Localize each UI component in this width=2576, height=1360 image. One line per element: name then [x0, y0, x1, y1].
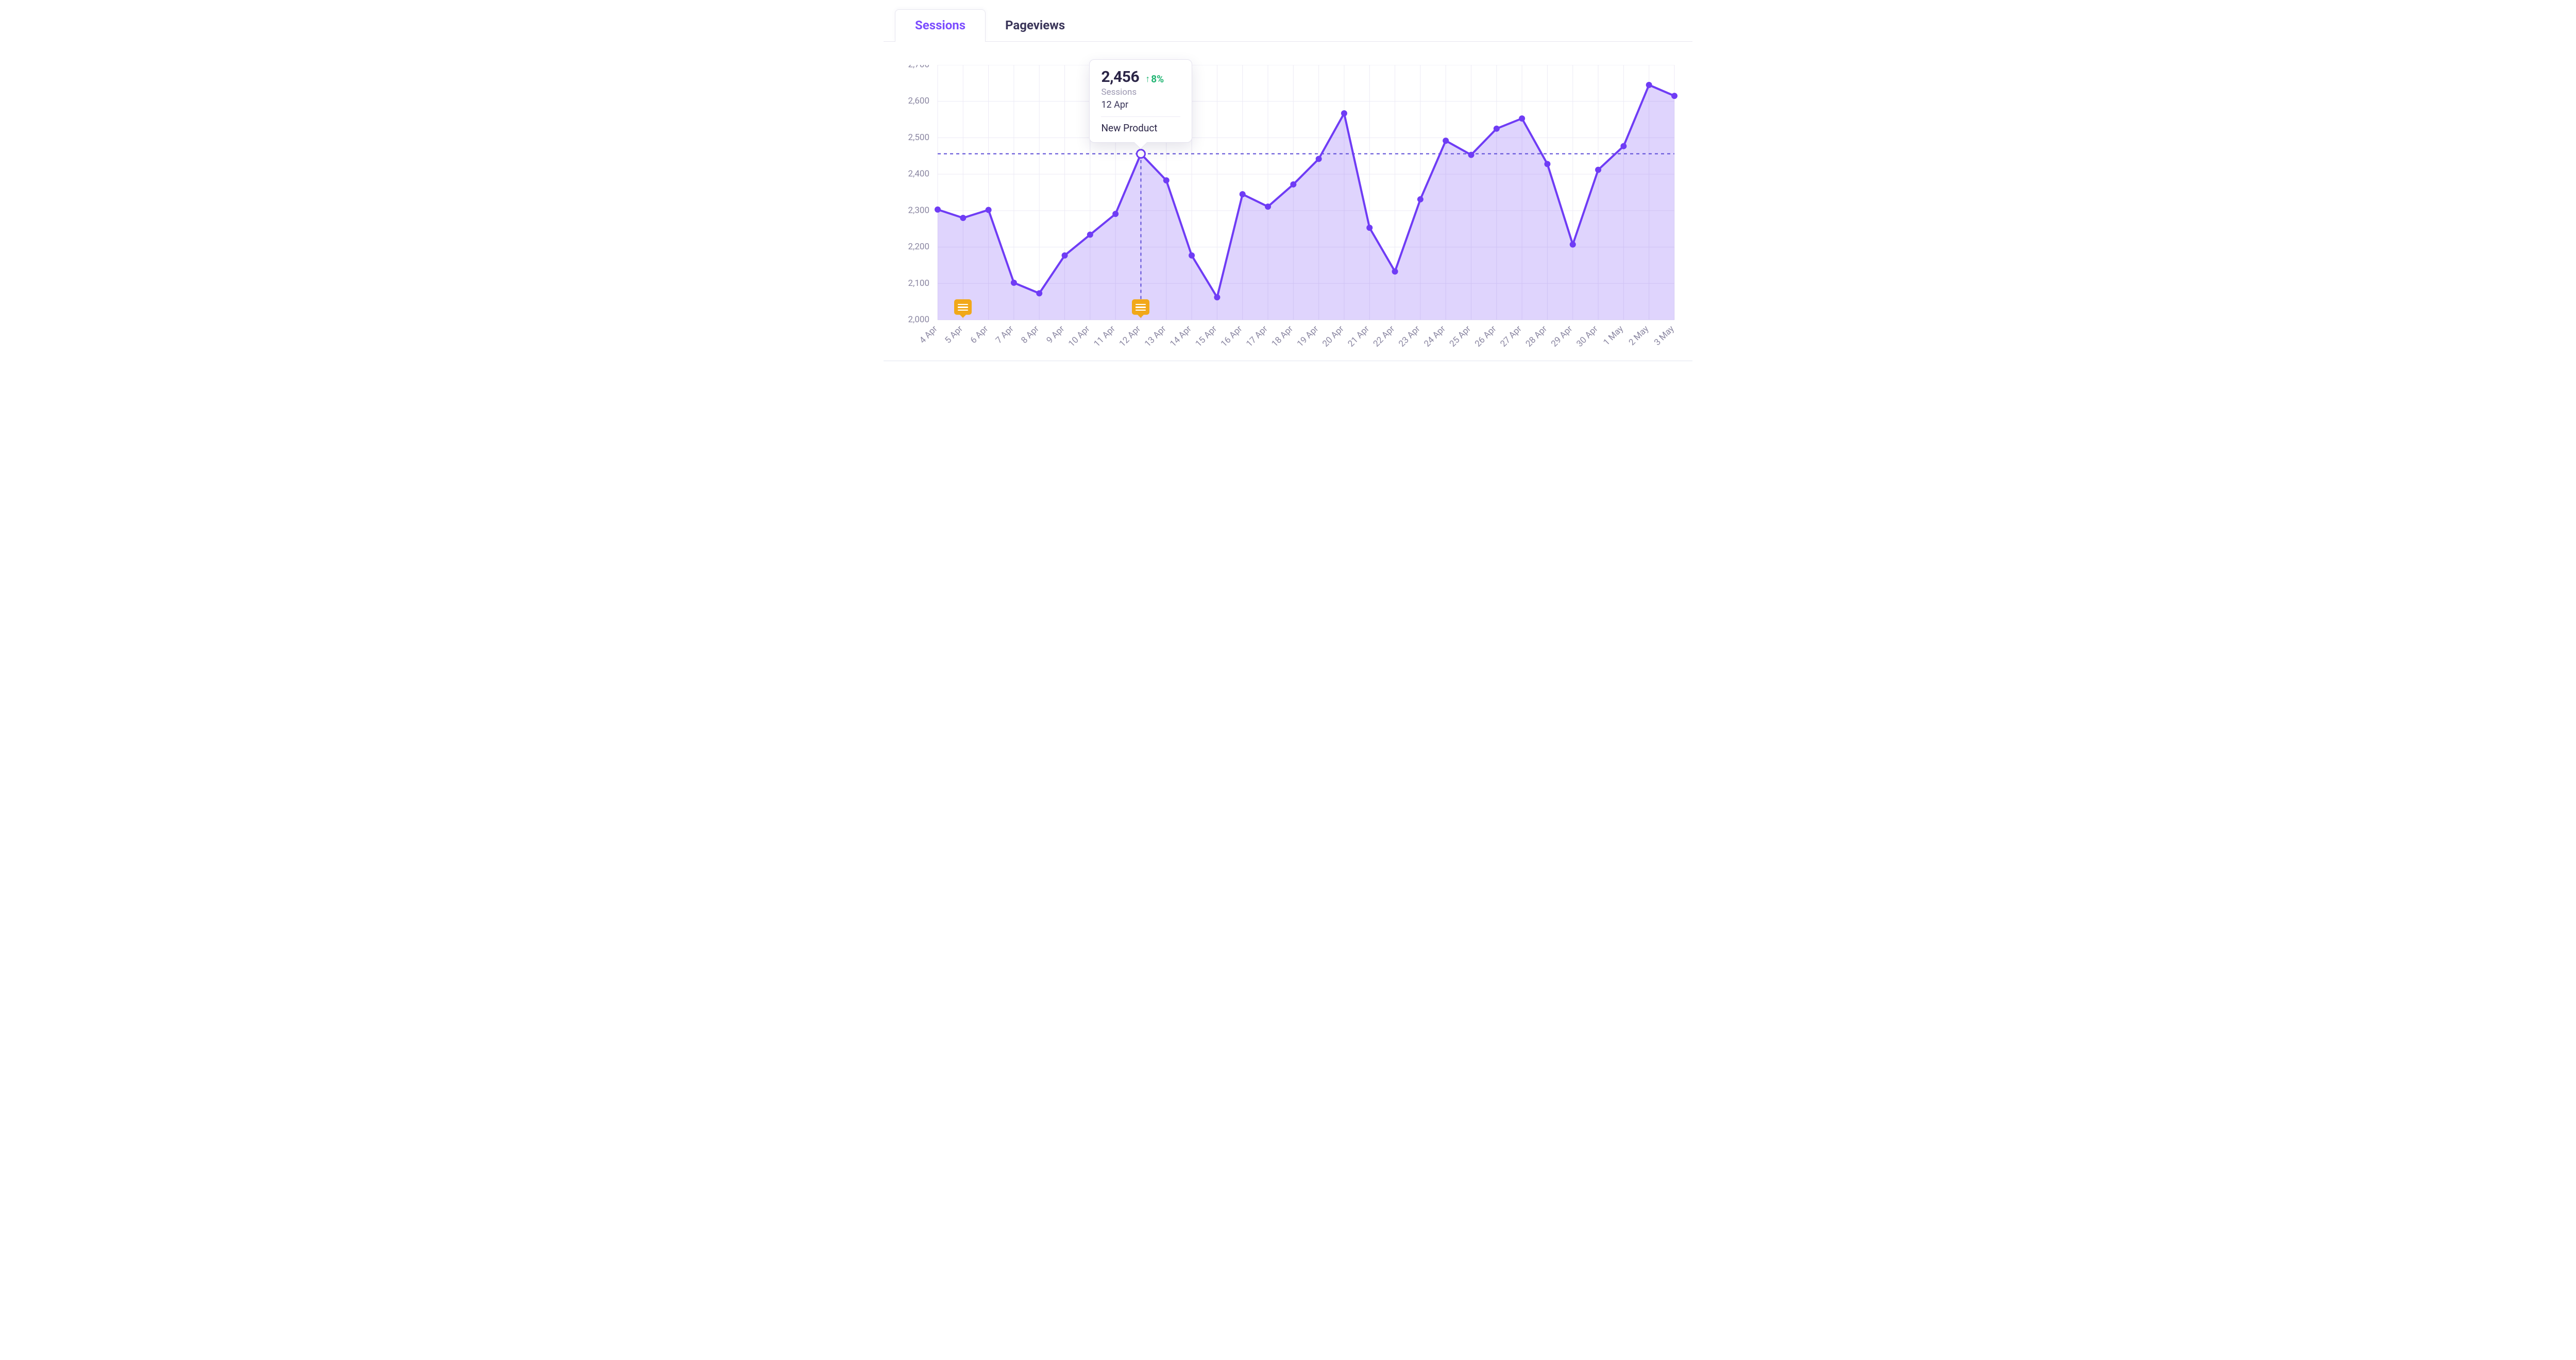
tooltip-date: 12 Apr [1101, 99, 1180, 110]
data-point[interactable] [1646, 82, 1652, 88]
x-axis-label: 3 May [1652, 324, 1676, 348]
tooltip-value: 2,456 [1101, 68, 1139, 86]
x-axis-label: 26 Apr [1473, 324, 1498, 349]
y-axis-label: 2,000 [908, 314, 929, 325]
data-point[interactable] [1189, 252, 1195, 259]
data-point[interactable] [1595, 167, 1601, 173]
data-point[interactable] [1671, 93, 1677, 99]
x-axis-label: 8 Apr [1019, 324, 1041, 346]
tooltip-metric: Sessions [1101, 87, 1180, 97]
chart-svg: 2,000 2,100 2,200 2,300 2,400 2,500 2,600 2,700… [884, 65, 1692, 359]
data-point[interactable] [1087, 232, 1093, 238]
x-axis-label: 22 Apr [1371, 324, 1397, 349]
y-axis-label: 2,700 [908, 65, 929, 70]
data-point[interactable] [960, 215, 966, 221]
data-point[interactable] [986, 207, 992, 213]
x-axis-label: 2 May [1627, 324, 1651, 348]
note-marker-icon[interactable] [954, 299, 972, 315]
y-axis-label: 2,400 [908, 169, 929, 179]
x-axis-label: 1 May [1601, 324, 1625, 348]
chart-tooltip: 2,456 ↑ 8% Sessions 12 Apr New Product [1089, 59, 1192, 143]
x-axis-label: 10 Apr [1066, 324, 1092, 349]
data-point[interactable] [1316, 156, 1322, 162]
data-point[interactable] [1417, 196, 1423, 202]
data-point[interactable] [1544, 161, 1550, 167]
data-point[interactable] [1620, 143, 1626, 149]
data-point[interactable] [1494, 126, 1500, 132]
data-point[interactable] [1290, 181, 1296, 188]
x-axis-label: 6 Apr [969, 324, 991, 346]
x-axis-label: 30 Apr [1574, 324, 1600, 349]
data-point[interactable] [1265, 203, 1271, 210]
data-point[interactable] [1011, 280, 1017, 286]
x-axis-label: 12 Apr [1117, 324, 1143, 349]
data-point[interactable] [1519, 115, 1525, 122]
data-point[interactable] [1392, 268, 1398, 275]
x-axis-label: 25 Apr [1448, 324, 1473, 349]
tab-sessions[interactable]: Sessions [895, 9, 986, 42]
x-axis-label: 19 Apr [1295, 324, 1320, 349]
y-axis-label: 2,500 [908, 132, 929, 143]
arrow-up-icon: ↑ [1145, 75, 1150, 84]
x-axis-label: 29 Apr [1549, 324, 1574, 349]
data-point-highlighted[interactable] [1137, 150, 1145, 158]
x-axis-label: 9 Apr [1045, 324, 1067, 346]
y-axis-label: 2,300 [908, 205, 929, 215]
sessions-chart: 2,000 2,100 2,200 2,300 2,400 2,500 2,600 2,700… [884, 41, 1692, 359]
data-point[interactable] [1036, 290, 1042, 296]
x-axis-label: 24 Apr [1422, 324, 1447, 349]
x-axis-label: 11 Apr [1092, 324, 1117, 349]
x-axis-label: 17 Apr [1244, 324, 1269, 349]
y-axis-label: 2,100 [908, 278, 929, 288]
data-point[interactable] [1366, 225, 1372, 231]
tooltip-divider [1101, 116, 1180, 117]
x-axis-label: 15 Apr [1194, 324, 1219, 349]
x-axis-label: 20 Apr [1320, 324, 1346, 349]
tooltip-delta-label: 8% [1151, 73, 1164, 85]
x-axis-label: 21 Apr [1346, 324, 1371, 349]
tabs: Sessions Pageviews [895, 9, 1692, 42]
data-point[interactable] [1341, 110, 1347, 116]
data-point[interactable] [935, 207, 941, 213]
note-marker-icon[interactable] [1132, 299, 1149, 315]
x-axis-label: 14 Apr [1168, 324, 1193, 349]
data-point[interactable] [1163, 177, 1170, 183]
x-axis-label: 23 Apr [1397, 324, 1422, 349]
data-point[interactable] [1468, 152, 1475, 158]
tooltip-delta: ↑ 8% [1145, 73, 1164, 85]
data-point[interactable] [1570, 242, 1576, 248]
x-axis-label: 7 Apr [994, 324, 1016, 346]
tab-pageviews[interactable]: Pageviews [986, 10, 1084, 42]
data-point[interactable] [1112, 211, 1118, 217]
data-point[interactable] [1443, 138, 1449, 144]
x-axis-label: 28 Apr [1524, 324, 1549, 349]
x-axis-label: 18 Apr [1270, 324, 1295, 349]
x-axis-label: 5 Apr [943, 324, 965, 346]
tooltip-note: New Product [1101, 122, 1180, 134]
y-axis-label: 2,200 [908, 242, 929, 252]
data-point[interactable] [1214, 294, 1220, 300]
x-axis-label: 4 Apr [918, 324, 940, 346]
data-point[interactable] [1062, 252, 1068, 259]
x-axis-label: 16 Apr [1219, 324, 1244, 349]
x-axis-label: 13 Apr [1143, 324, 1168, 349]
x-axis-label: 27 Apr [1498, 324, 1523, 349]
y-axis-label: 2,600 [908, 96, 929, 106]
data-point[interactable] [1240, 191, 1246, 197]
